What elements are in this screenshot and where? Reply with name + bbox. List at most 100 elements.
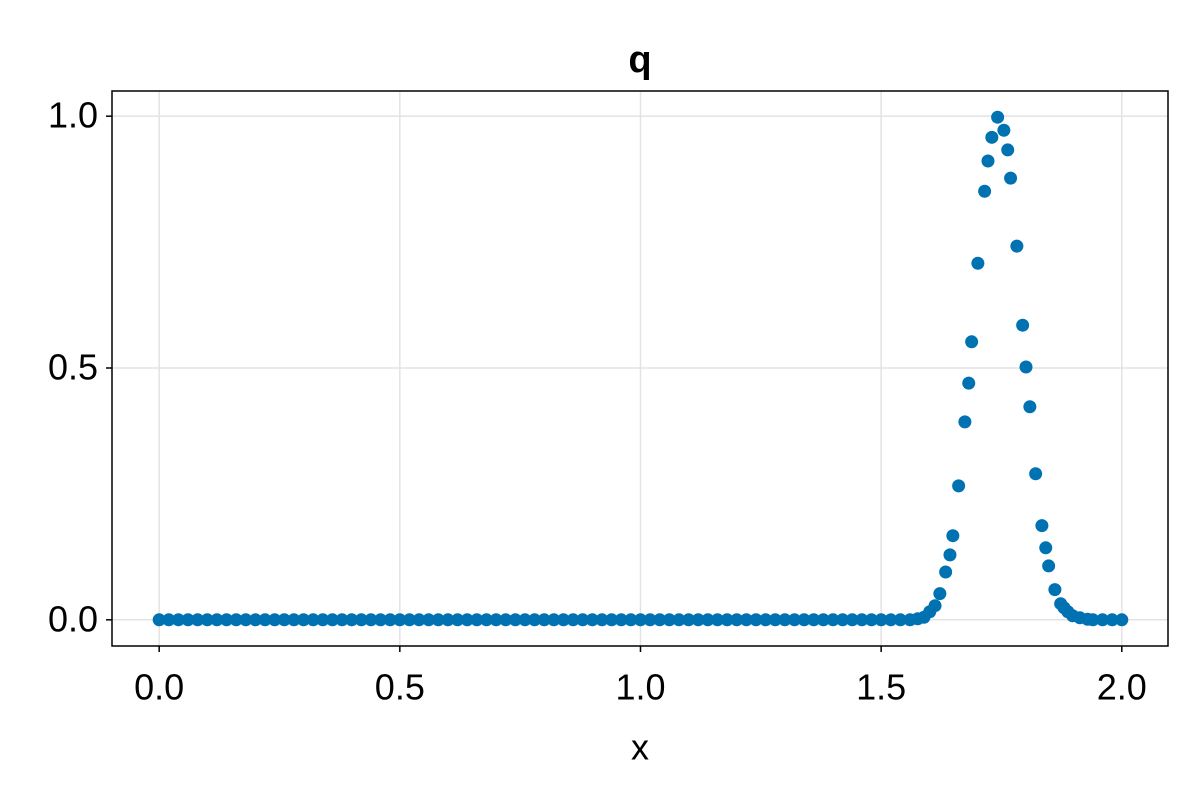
point: [585, 613, 599, 627]
point: [412, 613, 426, 627]
y-tick-label: 0.5: [48, 347, 98, 388]
point: [1023, 400, 1037, 414]
point: [1115, 613, 1129, 627]
point: [489, 613, 503, 627]
point: [220, 613, 234, 627]
point: [364, 613, 378, 627]
point: [946, 529, 960, 543]
point: [662, 613, 676, 627]
x-tick-label: 1.0: [615, 667, 665, 708]
point: [1029, 467, 1043, 481]
point: [884, 613, 898, 627]
point: [845, 613, 859, 627]
point: [422, 613, 436, 627]
point: [1001, 143, 1015, 157]
point: [633, 613, 647, 627]
point: [508, 613, 522, 627]
point: [325, 613, 339, 627]
point: [605, 613, 619, 627]
x-tick-label: 0.5: [375, 667, 425, 708]
point: [965, 335, 979, 349]
point: [874, 613, 888, 627]
point: [928, 599, 942, 613]
point: [952, 479, 966, 493]
point: [778, 613, 792, 627]
point: [730, 613, 744, 627]
point: [836, 613, 850, 627]
point: [306, 613, 320, 627]
point: [788, 613, 802, 627]
point: [210, 613, 224, 627]
point: [962, 376, 976, 390]
point: [200, 613, 214, 627]
point: [576, 613, 590, 627]
point: [268, 613, 282, 627]
point: [893, 613, 907, 627]
point: [653, 613, 667, 627]
point: [1042, 559, 1056, 573]
point: [991, 110, 1005, 124]
point: [939, 565, 953, 579]
point: [624, 613, 638, 627]
point: [759, 613, 773, 627]
point: [797, 613, 811, 627]
point: [710, 613, 724, 627]
point: [971, 256, 985, 270]
point: [499, 613, 513, 627]
point: [865, 613, 879, 627]
point: [855, 613, 869, 627]
point: [354, 613, 368, 627]
point: [556, 613, 570, 627]
point: [691, 613, 705, 627]
point: [287, 613, 301, 627]
point: [1086, 613, 1100, 627]
point: [374, 613, 388, 627]
point: [958, 415, 972, 429]
point: [1096, 613, 1110, 627]
point: [614, 613, 628, 627]
point: [297, 613, 311, 627]
point: [181, 613, 195, 627]
point: [943, 548, 957, 562]
point: [402, 613, 416, 627]
point: [248, 613, 262, 627]
point: [518, 613, 532, 627]
plot-frame: [111, 90, 1169, 647]
point: [1105, 613, 1119, 627]
point: [933, 587, 947, 601]
point: [826, 613, 840, 627]
y-tick-label: 0.0: [48, 598, 98, 639]
point: [162, 613, 176, 627]
point: [682, 613, 696, 627]
point: [566, 613, 580, 627]
point: [451, 613, 465, 627]
point: [479, 613, 493, 627]
point: [152, 613, 166, 627]
y-tick-label: 1.0: [48, 95, 98, 136]
point: [335, 613, 349, 627]
point: [441, 613, 455, 627]
point: [393, 613, 407, 627]
point: [985, 130, 999, 144]
point: [701, 613, 715, 627]
point: [1010, 239, 1024, 253]
point: [191, 613, 205, 627]
point: [978, 184, 992, 198]
point: [749, 613, 763, 627]
point: [537, 613, 551, 627]
point: [171, 613, 185, 627]
point: [431, 613, 445, 627]
point: [1039, 541, 1053, 555]
point: [470, 613, 484, 627]
point: [383, 613, 397, 627]
point: [229, 613, 243, 627]
point: [239, 613, 253, 627]
point: [1016, 318, 1030, 332]
point: [528, 613, 542, 627]
x-tick-label: 0.0: [134, 667, 184, 708]
point: [547, 613, 561, 627]
chart-title: q: [628, 39, 651, 81]
x-tick-label: 1.5: [856, 667, 906, 708]
point: [720, 613, 734, 627]
